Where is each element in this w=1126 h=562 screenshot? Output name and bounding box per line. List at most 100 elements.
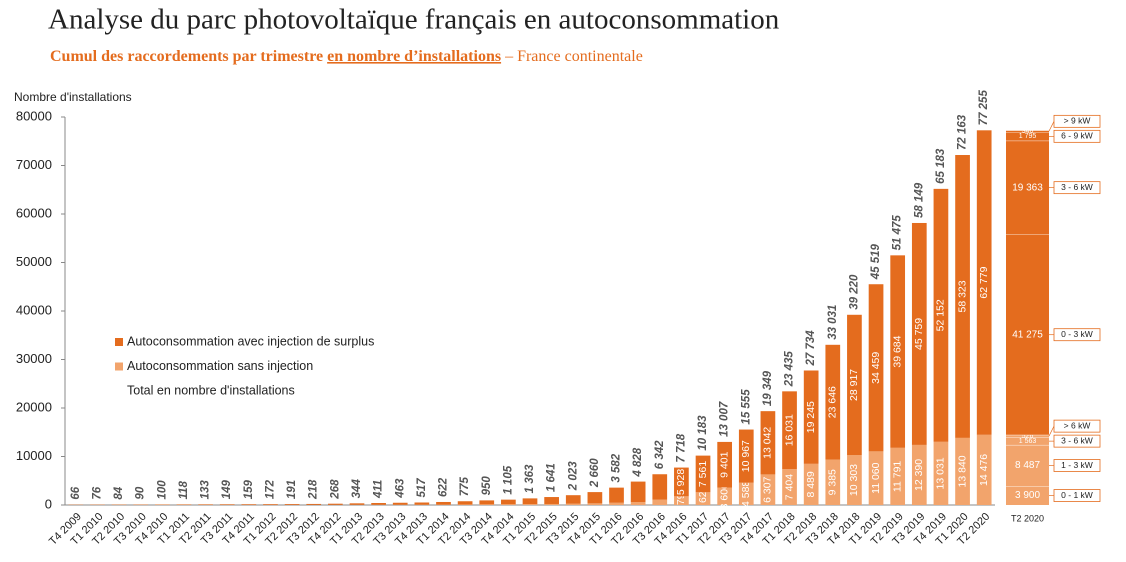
chart-title: Analyse du parc photovoltaïque français … [48, 4, 780, 36]
bar-segment [760, 411, 776, 475]
bar-segment [847, 455, 862, 505]
bar-segment [479, 504, 495, 505]
breakdown-segment [1006, 234, 1049, 435]
data-label: 19 245 [805, 401, 817, 433]
total-label: 411 [373, 480, 385, 499]
bar-segment [847, 314, 862, 456]
y-tick-label: 80000 [16, 108, 52, 123]
bar-segment [306, 503, 322, 505]
total-label: 344 [351, 479, 363, 499]
total-label: 4 828 [632, 447, 644, 477]
breakdown-value: 346 [1022, 128, 1034, 135]
breakdown-value: 1 563 [1019, 438, 1037, 445]
breakdown-value: 526 [1022, 433, 1034, 440]
total-label: 15 555 [740, 389, 752, 425]
bar-segment [933, 441, 949, 505]
bar-segment [868, 284, 884, 452]
total-label: 13 007 [719, 401, 731, 437]
total-label: 19 349 [762, 370, 774, 406]
data-label: 11 060 [870, 462, 882, 493]
bar-segment [349, 503, 365, 505]
bar-segment [587, 492, 603, 504]
data-label: 10 303 [848, 464, 860, 496]
breakdown-box [1053, 419, 1101, 433]
bar-segment [674, 467, 689, 497]
breakdown-name: 1 - 3 kW [1061, 460, 1093, 470]
data-label: 9 401 [718, 451, 730, 477]
bar-segment [479, 500, 495, 505]
total-label: 622 [438, 477, 450, 497]
y-tick-label: 30000 [16, 351, 52, 366]
data-label: 28 917 [848, 369, 860, 401]
bar-segment [803, 463, 819, 505]
bar-segment [738, 429, 754, 483]
total-label: 3 582 [611, 453, 623, 482]
total-label: 268 [329, 479, 341, 500]
data-label: 8 489 [805, 471, 817, 497]
breakdown-name: 0 - 1 kW [1061, 490, 1093, 500]
bar-segment [327, 503, 343, 505]
subtitle-part: – France continentale [504, 48, 643, 65]
breakdown-name: > 9 kW [1064, 116, 1091, 126]
data-label: 52 152 [935, 299, 947, 331]
total-label: 58 149 [913, 182, 925, 218]
total-label: 76 [91, 486, 103, 499]
legend-label: Total en nombre d'installations [127, 383, 295, 397]
data-label: 6 307 [762, 476, 774, 502]
bar-segment [198, 504, 213, 505]
breakdown-box [1053, 459, 1101, 472]
bar-segment [630, 501, 646, 505]
total-label: 65 183 [935, 148, 947, 184]
y-tick-label: 20000 [16, 399, 52, 414]
bar-segment [825, 459, 841, 505]
bar-segment [695, 492, 711, 505]
y-tick-label: 50000 [16, 254, 52, 269]
data-label: 62 779 [978, 266, 990, 298]
breakdown-segment [1006, 486, 1049, 505]
legend-label: Autoconsommation sans injection [127, 359, 313, 373]
y-tick-label: 10000 [16, 448, 52, 463]
bar-segment [717, 487, 733, 505]
total-label: 950 [481, 476, 493, 496]
bar-segment [522, 504, 538, 505]
bar-segment [955, 155, 970, 438]
bar-segment [652, 474, 668, 500]
total-label: 1 363 [524, 464, 536, 493]
bar-segment [955, 437, 970, 505]
breakdown-segment [1006, 130, 1049, 132]
bar-segment [501, 504, 516, 505]
legend-swatch [115, 338, 123, 346]
total-label: 2 023 [567, 461, 579, 491]
bar-segment [587, 503, 603, 505]
breakdown-segment [1006, 437, 1049, 445]
total-label: 1 641 [546, 463, 558, 492]
breakdown-box [1053, 434, 1101, 448]
total-label: 39 220 [848, 274, 860, 310]
total-label: 118 [178, 480, 190, 499]
total-label: 66 [70, 486, 82, 499]
data-label: 34 459 [870, 352, 882, 384]
bar-segment [760, 474, 776, 505]
total-label: 45 519 [870, 243, 882, 280]
total-label: 72 163 [957, 114, 969, 150]
data-label: 7 561 [697, 461, 709, 487]
total-label: 133 [200, 480, 212, 500]
total-label: 27 734 [805, 330, 817, 367]
bar-segment [414, 502, 430, 505]
subtitle-part: Cumul des raccordements par trimestre [50, 48, 323, 65]
bar-segment [241, 504, 257, 505]
bar-segment [890, 447, 906, 505]
data-label: 14 476 [978, 454, 990, 486]
bar-segment [911, 444, 927, 505]
data-label: 9 385 [827, 469, 839, 495]
bar-segment [976, 434, 992, 505]
chart-subtitle: Cumul des raccordements par trimestre en… [50, 48, 643, 65]
breakdown-segment [1006, 131, 1049, 141]
y-tick-label: 60000 [16, 205, 52, 220]
breakdown-value: 3 900 [1015, 490, 1040, 501]
breakdown-box [1053, 181, 1101, 195]
data-label: 13 840 [956, 455, 968, 487]
total-label: 149 [221, 479, 233, 499]
data-label: 16 031 [783, 414, 795, 446]
data-label: 5 928 [675, 469, 687, 495]
